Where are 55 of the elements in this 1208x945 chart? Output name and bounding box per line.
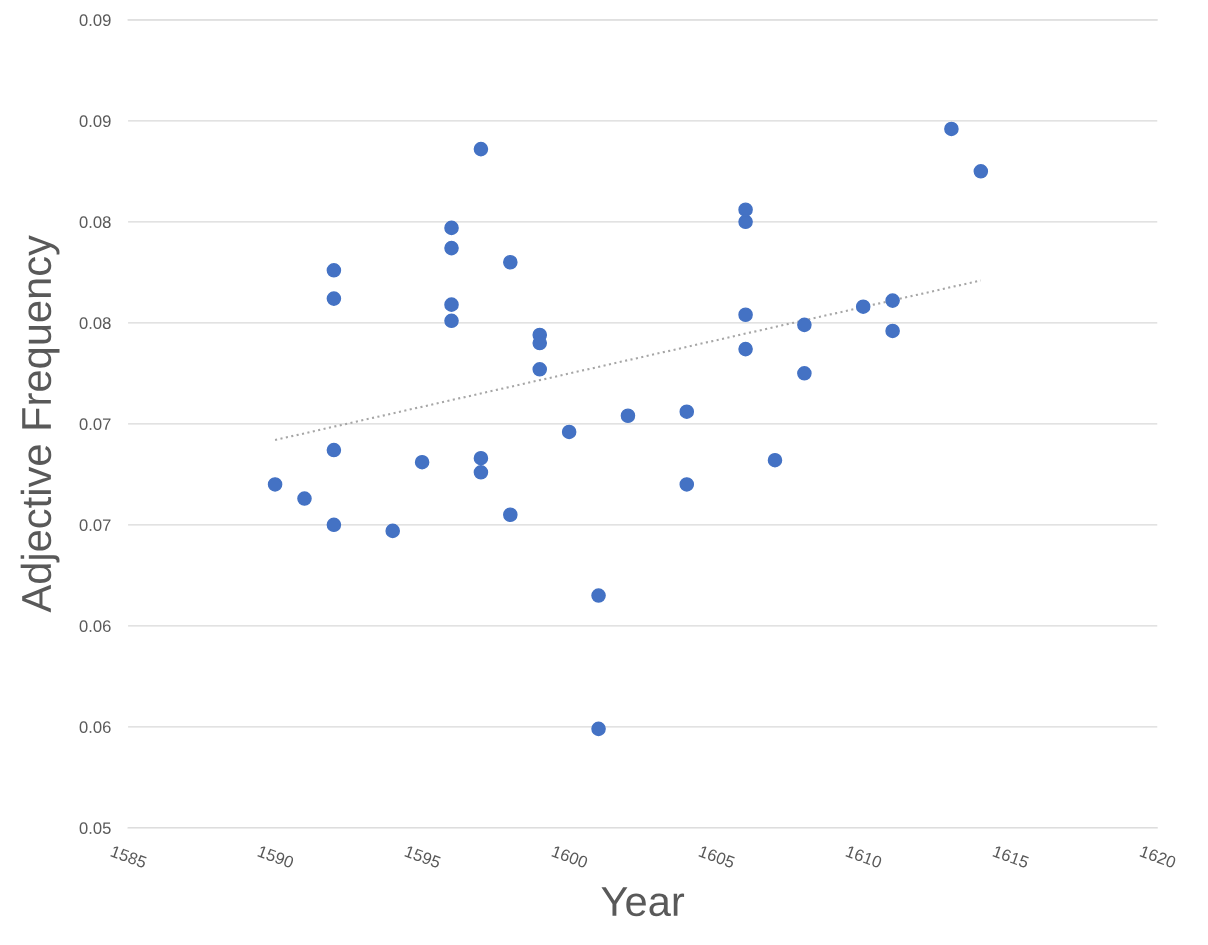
y-tick-label: 0.09 (79, 14, 111, 27)
x-tick-label: 1620 (1139, 845, 1177, 869)
x-tick-label: 1615 (992, 845, 1030, 869)
point (444, 313, 459, 329)
point (473, 141, 489, 157)
x-tick-label: 1585 (110, 845, 148, 869)
point (973, 164, 989, 179)
point (503, 254, 518, 270)
point (679, 477, 695, 492)
y-axis-title: Adjective Frequency (20, 235, 60, 613)
point (444, 297, 459, 312)
x-axis-title: Year (601, 887, 685, 917)
point (738, 341, 753, 357)
x-tick-label: 1610 (845, 845, 883, 869)
point (885, 293, 900, 308)
point (414, 454, 430, 470)
y-tick-label: 0.07 (79, 418, 111, 431)
point (444, 220, 459, 236)
point (326, 263, 342, 278)
x-tick-label: 1605 (698, 845, 736, 869)
y-tick-label: 0.05 (79, 822, 111, 835)
point (738, 202, 753, 218)
point (473, 465, 489, 480)
y-tick-label: 0.08 (79, 216, 111, 229)
point (885, 323, 900, 339)
point (855, 299, 871, 314)
point (473, 450, 489, 466)
y-tick-label: 0.09 (79, 115, 111, 128)
y-tick-label: 0.06 (79, 721, 111, 734)
point (944, 121, 959, 137)
point (326, 442, 342, 458)
point (591, 721, 606, 737)
point (267, 477, 283, 492)
point (503, 507, 518, 523)
point (738, 307, 753, 323)
point (679, 404, 695, 419)
point (591, 588, 606, 603)
point (738, 214, 753, 230)
x-tick-label: 1600 (551, 845, 589, 869)
point (620, 408, 636, 424)
point (444, 240, 459, 256)
x-tick-label: 1595 (404, 845, 442, 869)
point (797, 317, 812, 333)
point (326, 291, 342, 306)
y-tick-label: 0.06 (79, 620, 111, 633)
point (561, 424, 577, 440)
y-tick-label: 0.07 (79, 519, 111, 532)
point (297, 491, 312, 506)
point (532, 362, 548, 377)
point (326, 517, 342, 533)
point (797, 366, 812, 381)
point (767, 452, 783, 468)
point (385, 523, 400, 539)
x-tick-label: 1590 (257, 845, 295, 869)
y-tick-label: 0.08 (79, 317, 111, 330)
